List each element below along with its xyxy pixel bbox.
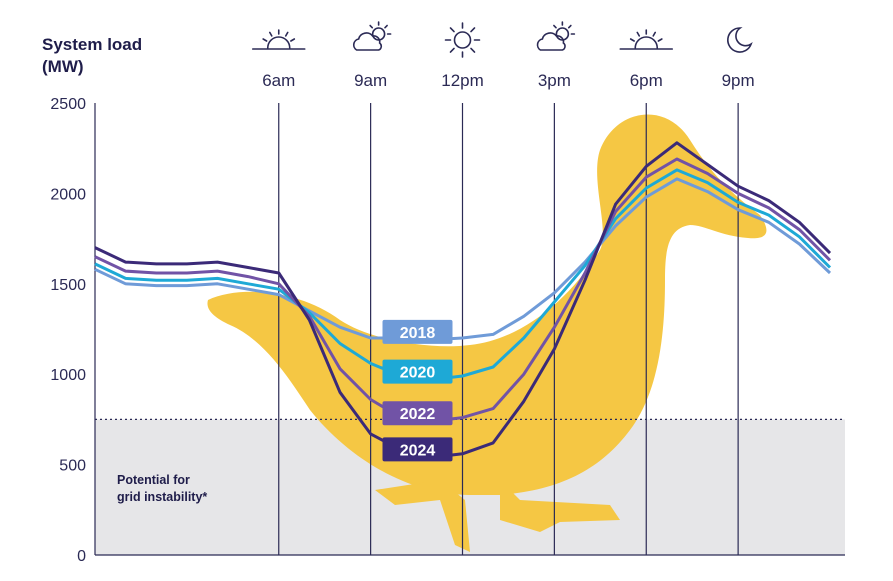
- series-badge-label: 2022: [400, 406, 436, 423]
- series-lines: [94, 141, 832, 459]
- series-badge-2020: [382, 359, 453, 384]
- series-badge-2024: [382, 437, 453, 462]
- sun-icon: [444, 22, 481, 58]
- y-tick-label: 0: [77, 548, 86, 565]
- y-axis-label: System load (MW): [42, 35, 143, 76]
- time-label: 3pm: [538, 71, 571, 90]
- y-tick-label: 1500: [50, 277, 86, 294]
- series-line-2022: [94, 157, 832, 423]
- sunset-icon: [619, 29, 674, 50]
- time-label: 6am: [262, 71, 295, 90]
- partly-cloudy-icon: [536, 21, 576, 51]
- instability-note: Potential for grid instability*: [117, 473, 208, 504]
- y-tick-label: 500: [59, 458, 86, 475]
- time-label: 6pm: [630, 71, 663, 90]
- sunrise-icon: [251, 29, 306, 50]
- partly-cloudy-icon: [353, 21, 392, 51]
- y-ticks: 0 500 1000 1500 2000 2500: [50, 96, 86, 565]
- time-label: 12pm: [441, 71, 484, 90]
- moon-icon: [727, 27, 753, 53]
- time-markers: 6am 9am 12pm 3pm 6pm 9pm: [251, 21, 755, 90]
- series-line-2020: [94, 168, 832, 382]
- time-label: 9am: [354, 71, 387, 90]
- series-labels: 2018 2020 2022 2024: [382, 319, 453, 462]
- series-line-2024: [94, 141, 832, 459]
- series-badge-label: 2020: [400, 365, 436, 382]
- y-tick-label: 2500: [50, 96, 86, 113]
- series-badge-2018: [382, 319, 453, 344]
- y-tick-label: 2000: [50, 186, 86, 203]
- time-label: 9pm: [722, 71, 755, 90]
- series-badge-2022: [382, 401, 453, 426]
- series-badge-label: 2024: [400, 442, 436, 459]
- series-line-2018: [94, 177, 832, 342]
- y-tick-label: 1000: [50, 367, 86, 384]
- series-badge-label: 2018: [400, 325, 436, 342]
